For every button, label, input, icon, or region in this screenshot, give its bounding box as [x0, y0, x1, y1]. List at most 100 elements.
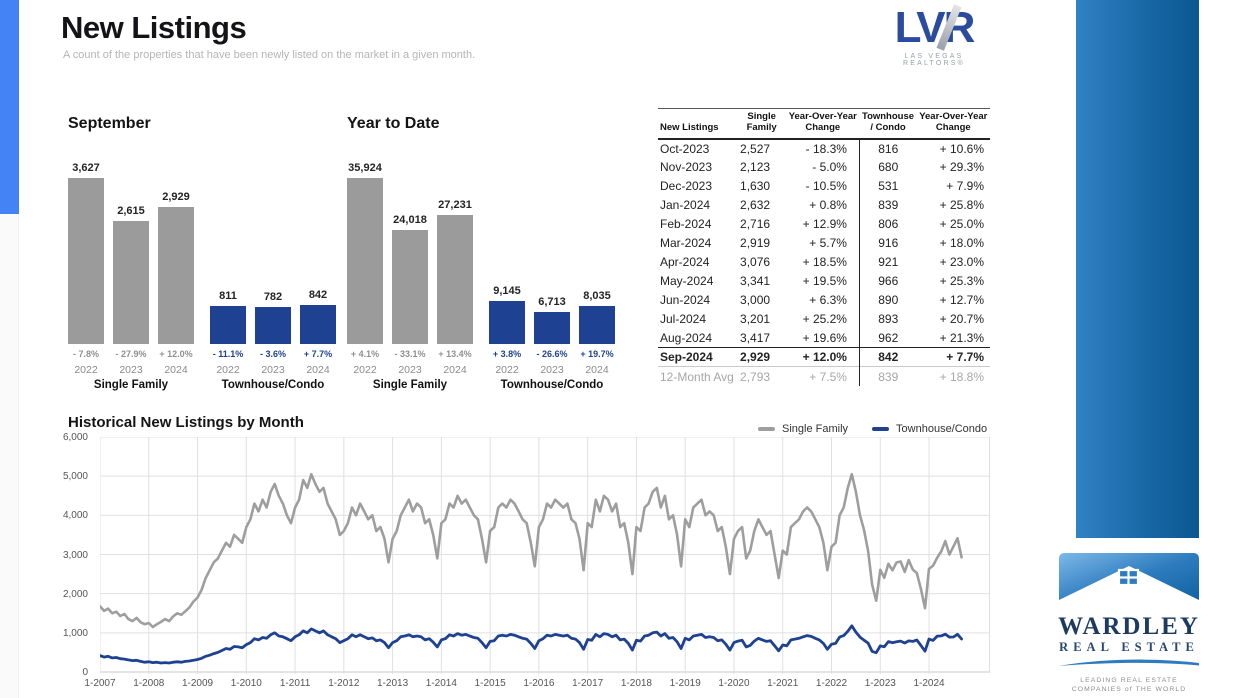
- table-body: Oct-2023 2,527 - 18.3% 816 + 10.6% Nov-2023 2,…: [658, 138, 990, 386]
- y-tick-label: 1,000: [62, 627, 88, 639]
- y-tick-label: 0: [82, 667, 88, 678]
- wardley-logo: WARDLEY REAL ESTATE LEADING REAL ESTATE …: [1051, 553, 1207, 694]
- table-cell: + 12.7%: [939, 293, 984, 308]
- legend-label-townhouse-condo: Townhouse/Condo: [896, 423, 988, 435]
- x-tick-label: 1-2008: [133, 678, 165, 689]
- bar-column: 2,615 - 27.9% 2023: [113, 162, 149, 378]
- x-tick-label: 1-2009: [181, 678, 214, 689]
- line-series-single-family: [98, 472, 963, 629]
- bar: [300, 305, 336, 344]
- historical-chart-heading: Historical New Listings by Month: [68, 414, 304, 431]
- bar-change-label: - 26.6%: [536, 349, 568, 359]
- bar-change-label: - 27.9%: [115, 349, 147, 359]
- bar-change-label: - 3.6%: [259, 349, 286, 359]
- table-row: Feb-2024 2,716 + 12.9% 806 + 25.0%: [658, 214, 990, 234]
- table-cell: + 10.6%: [939, 141, 984, 156]
- table-cell: 921: [858, 252, 917, 272]
- lvr-logo-text: LVR: [895, 4, 976, 52]
- bar-year-label: 2022: [495, 364, 519, 376]
- table-cell: + 29.3%: [939, 160, 984, 175]
- bar-change-label: + 3.8%: [492, 349, 522, 359]
- bar-year-label: 2024: [164, 364, 188, 376]
- table-column-header: New Listings: [658, 107, 738, 140]
- table-row: Jan-2024 2,632 + 0.8% 839 + 25.8%: [658, 195, 990, 215]
- bar-year-label: 2023: [261, 364, 285, 376]
- bar-group-single-family: 35,924 + 4.1% 2022 24,018 - 33.1% 2023 27,231 +…: [347, 162, 473, 391]
- bar-value-label: 8,035: [583, 290, 611, 302]
- table-column-header: Year-Over-Year Change: [786, 107, 860, 140]
- x-tick-label: 1-2017: [572, 678, 604, 689]
- swoosh-icon: [1059, 659, 1199, 666]
- table-cell: 2,793: [737, 366, 787, 386]
- x-tick-label: 1-2011: [279, 678, 311, 689]
- bar-column: 35,924 + 4.1% 2022: [347, 162, 383, 378]
- table-cell: 2,919: [740, 236, 771, 251]
- september-bar-chart: 3,627 - 7.8% 2022 2,615 - 27.9% 2023 2,929 + 12…: [68, 148, 336, 391]
- x-tick-label: 1-2014: [425, 678, 457, 689]
- x-tick-label: 1-2010: [230, 678, 262, 689]
- y-tick-label: 3,000: [62, 549, 88, 561]
- table-row: Jun-2024 3,000 + 6.3% 890 + 12.7%: [658, 290, 990, 310]
- left-margin-background: [0, 214, 19, 698]
- year-to-date-bar-chart: 35,924 + 4.1% 2022 24,018 - 33.1% 2023 27,231 +…: [347, 148, 615, 391]
- table-cell: 839: [858, 366, 917, 386]
- table-cell: Oct-2023: [660, 141, 710, 156]
- table-column-header: Townhouse / Condo: [859, 107, 917, 140]
- bar-column: 811 - 11.1% 2022: [210, 162, 246, 378]
- bar: [113, 221, 149, 344]
- bar-column: 8,035 + 19.7% 2024: [579, 162, 615, 378]
- table-cell: + 5.7%: [809, 236, 847, 251]
- bar-value-label: 842: [308, 289, 328, 301]
- bar-column: 9,145 + 3.8% 2022: [489, 162, 525, 378]
- table-row: May-2024 3,341 + 19.5% 966 + 25.3%: [658, 271, 990, 291]
- bar-year-label: 2022: [353, 364, 377, 377]
- bar-group-single-family: 3,627 - 7.8% 2022 2,615 - 27.9% 2023 2,929 + 12…: [68, 162, 194, 391]
- table-cell: 816: [858, 138, 917, 158]
- table-cell: - 18.3%: [805, 141, 847, 156]
- line-series-townhouse-condo: [98, 624, 963, 665]
- table-cell: + 21.3%: [939, 331, 984, 346]
- table-row: Aug-2024 3,417 + 19.6% 962 + 21.3%: [658, 328, 990, 348]
- left-accent-bar: [0, 0, 19, 214]
- table-cell: 680: [858, 157, 917, 177]
- table-column-header: Single Family: [737, 107, 787, 140]
- table-cell: Aug-2024: [660, 331, 713, 346]
- table-cell: Jul-2024: [660, 312, 707, 327]
- wardley-subname: REAL ESTATE: [1059, 640, 1199, 654]
- historical-chart-legend: Single Family Townhouse/Condo: [758, 423, 987, 435]
- table-cell: + 25.8%: [939, 198, 984, 213]
- house-icon: [1059, 553, 1199, 607]
- lvr-logo-subtext: LAS VEGAS REALTORS®: [902, 53, 966, 67]
- bar-year-label: 2023: [540, 364, 564, 376]
- bar: [255, 307, 291, 344]
- bar-change-label: + 12.0%: [159, 349, 193, 359]
- bar-year-label: 2024: [585, 364, 609, 376]
- table-cell: + 7.9%: [946, 179, 984, 194]
- x-tick-label: 1-2022: [815, 678, 848, 689]
- table-cell: Nov-2023: [660, 160, 713, 175]
- bar-column: 842 + 7.7% 2024: [300, 162, 336, 378]
- x-tick-label: 1-2012: [328, 678, 360, 689]
- bar-group-townhouse-condo: 811 - 11.1% 2022 782 - 3.6% 2023 842 + 7.7% 2024…: [210, 162, 336, 391]
- table-cell: Feb-2024: [660, 217, 712, 232]
- bar: [437, 215, 473, 344]
- table-cell: 12-Month Avg: [658, 366, 738, 386]
- bar-year-label: 2022: [74, 364, 98, 377]
- bar-year-label: 2024: [443, 364, 467, 376]
- table-column-header: Year-Over-Year Change: [916, 107, 990, 140]
- x-tick-label: 1-2007: [84, 678, 116, 689]
- x-tick-label: 1-2023: [864, 678, 896, 689]
- wardley-name: WARDLEY: [1058, 613, 1200, 640]
- table-cell: 2,632: [740, 198, 771, 213]
- bar: [347, 177, 383, 345]
- table-cell: + 12.9%: [802, 217, 847, 232]
- single-family-line-swatch-icon: [758, 427, 775, 431]
- table-cell: 966: [858, 271, 917, 291]
- bar-column: 2,929 + 12.0% 2024: [158, 162, 194, 378]
- monthly-listings-table: New Listings Single Family Year-Over-Year …: [658, 107, 990, 386]
- bar-value-label: 782: [263, 291, 283, 303]
- bar-group-label: Single Family: [93, 379, 169, 391]
- table-cell: 3,341: [740, 274, 771, 289]
- y-tick-label: 2,000: [62, 588, 88, 600]
